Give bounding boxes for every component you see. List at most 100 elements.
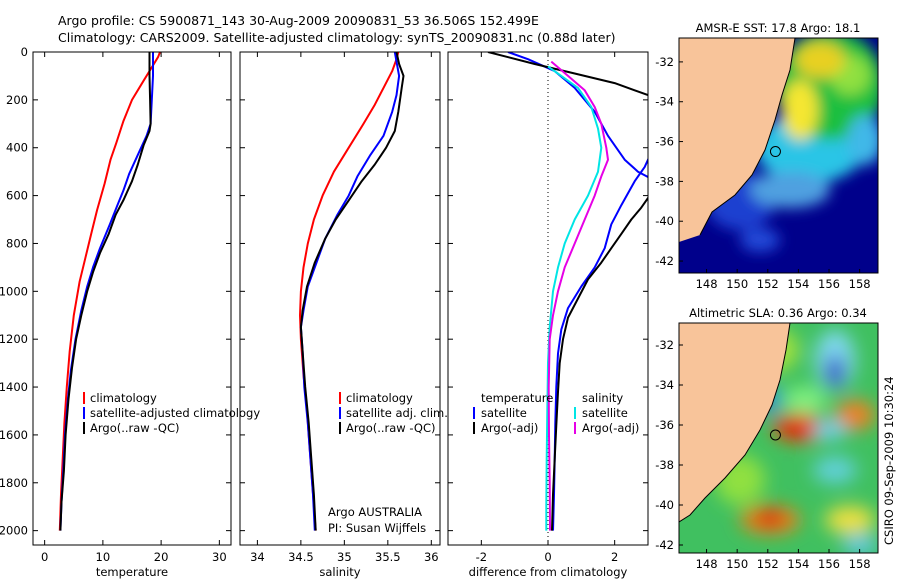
legend-label-temp-argo: Argo(-adj)	[481, 421, 538, 435]
map-x-tick-label: 158	[849, 557, 871, 571]
series-line-cyan-2	[545, 65, 603, 531]
y-tick-label: 800	[6, 236, 28, 250]
figure-title: Argo profile: CS 5900871_143 30-Aug-2009…	[58, 13, 539, 28]
map-x-tick-label: 148	[696, 277, 718, 291]
map-x-tick-label: 154	[787, 277, 809, 291]
sla-land	[679, 323, 790, 522]
sla-coastline	[679, 323, 791, 523]
x-tick-label: 35.5	[375, 550, 401, 564]
x-axis-label: temperature	[96, 565, 168, 579]
x-tick-label: 30	[212, 550, 227, 564]
y-tick-label: 400	[6, 141, 28, 155]
map-y-tick-label: -34	[655, 95, 674, 109]
x-tick-label: 2	[611, 550, 618, 564]
legend-label-sal-satellite: satellite	[582, 406, 628, 420]
sst-land	[679, 38, 795, 242]
legend-label-climatology: climatology	[346, 391, 413, 405]
legend-label-argo: Argo(..raw -QC)	[346, 421, 436, 435]
x-axis-label: difference from climatology	[469, 565, 628, 579]
sst-field	[705, 38, 878, 252]
sla-map-title: Altimetric SLA: 0.36 Argo: 0.34	[689, 306, 867, 320]
y-tick-label: 1000	[0, 284, 28, 298]
y-tick-label: 0	[21, 45, 28, 59]
x-axis-label: salinity	[319, 565, 360, 579]
plot-frame	[447, 51, 649, 546]
x-tick-label: 36	[424, 550, 439, 564]
y-tick-label: 200	[6, 93, 28, 107]
side-stamp: CSIRO 09-Sep-2009 10:30:24	[882, 376, 896, 545]
sst-argo-marker	[769, 146, 781, 158]
sla-ticks: 148 150 152 154 156 158 -32 -34 -36 -38 -40 -42	[655, 338, 870, 571]
sst-frame	[678, 37, 879, 274]
sla-frame	[678, 322, 879, 554]
map-x-tick-label: 150	[726, 277, 748, 291]
series-line-black-1	[487, 52, 648, 97]
map-x-tick-label: 158	[849, 277, 871, 291]
x-tick-label: 20	[154, 550, 169, 564]
map-x-tick-label: 152	[757, 557, 779, 571]
y-tick-label: 1400	[0, 380, 28, 394]
figure-subtitle: Climatology: CARS2009. Satellite-adjuste…	[58, 30, 615, 45]
series-line-blue-1	[299, 52, 401, 531]
map-y-tick-label: -32	[655, 338, 674, 352]
legend-label-satellite: satellite-adjusted climatology	[90, 406, 260, 420]
salinity-panel: 34 34.5 35 35.5 36 salinity	[239, 51, 441, 579]
series-line-black-5	[551, 196, 648, 531]
y-tick-label: 600	[6, 189, 28, 203]
y-tick-label: 2000	[0, 524, 28, 538]
annotation-program: Argo AUSTRALIA	[328, 505, 422, 519]
salinity-legend: climatology satellite adj. clim. Argo(..…	[328, 391, 448, 535]
series-line-black-2	[59, 52, 152, 531]
series-group	[299, 52, 405, 531]
legend-label-temp-satellite: satellite	[481, 406, 527, 420]
x-tick-label: 10	[96, 550, 111, 564]
map-y-tick-label: -38	[655, 458, 674, 472]
map-y-tick-label: -36	[655, 135, 674, 149]
series-line-blue-1	[59, 52, 154, 531]
y-tick-label: 1200	[0, 332, 28, 346]
plot-frame	[239, 51, 441, 546]
sst-map-title: AMSR-E SST: 17.8 Argo: 18.1	[696, 21, 861, 35]
legend-title-temperature: temperature	[481, 391, 553, 405]
series-group	[58, 52, 161, 531]
sst-coastline	[699, 38, 796, 236]
x-tick-label: 35	[337, 550, 352, 564]
sst-map: AMSR-E SST: 17.8 Argo: 18.1 148 150 152 154…	[655, 21, 879, 291]
series-line-red-0	[299, 52, 400, 531]
map-x-tick-label: 156	[818, 277, 840, 291]
series-line-blue-4	[552, 157, 648, 531]
x-tick-label: 0	[41, 550, 48, 564]
map-y-tick-label: -36	[655, 418, 674, 432]
series-group	[487, 52, 648, 531]
series-line-blue-0	[507, 52, 648, 179]
map-x-tick-label: 154	[787, 557, 809, 571]
difference-legend: temperature satellite Argo(-adj) salinit…	[473, 391, 639, 435]
x-tick-label: 0	[544, 550, 551, 564]
map-y-tick-label: -32	[655, 55, 674, 69]
map-y-tick-label: -42	[655, 538, 674, 552]
sst-ticks: 148 150 152 154 156 158 -32 -34 -36 -38 -40 -42	[655, 55, 870, 291]
temperature-panel: 0 10 20 30 0 200 400 600 800 1000 1200 1400 1600 1800…	[0, 45, 232, 579]
map-y-tick-label: -40	[655, 498, 674, 512]
annotation-pi: PI: Susan Wijffels	[328, 521, 426, 535]
legend-label-argo: Argo(..raw -QC)	[90, 421, 180, 435]
legend-label-sal-argo: Argo(-adj)	[582, 421, 639, 435]
map-y-tick-label: -38	[655, 174, 674, 188]
sla-argo-marker	[769, 429, 781, 441]
x-tick-label: 34.5	[288, 550, 314, 564]
sla-map: Altimetric SLA: 0.36 Argo: 0.34	[655, 306, 879, 571]
series-line-black-2	[299, 52, 405, 531]
map-x-tick-label: 150	[726, 557, 748, 571]
legend-label-satellite: satellite adj. clim.	[346, 406, 448, 420]
y-tick-label: 1600	[0, 428, 28, 442]
x-tick-label: 34	[250, 550, 265, 564]
plot-frame	[32, 51, 232, 546]
temperature-legend: climatology satellite-adjusted climatolo…	[83, 391, 260, 435]
map-x-tick-label: 156	[818, 557, 840, 571]
y-tick-label: 1800	[0, 476, 28, 490]
map-y-tick-label: -42	[655, 254, 674, 268]
x-tick-label: -2	[476, 550, 487, 564]
map-y-tick-label: -40	[655, 214, 674, 228]
